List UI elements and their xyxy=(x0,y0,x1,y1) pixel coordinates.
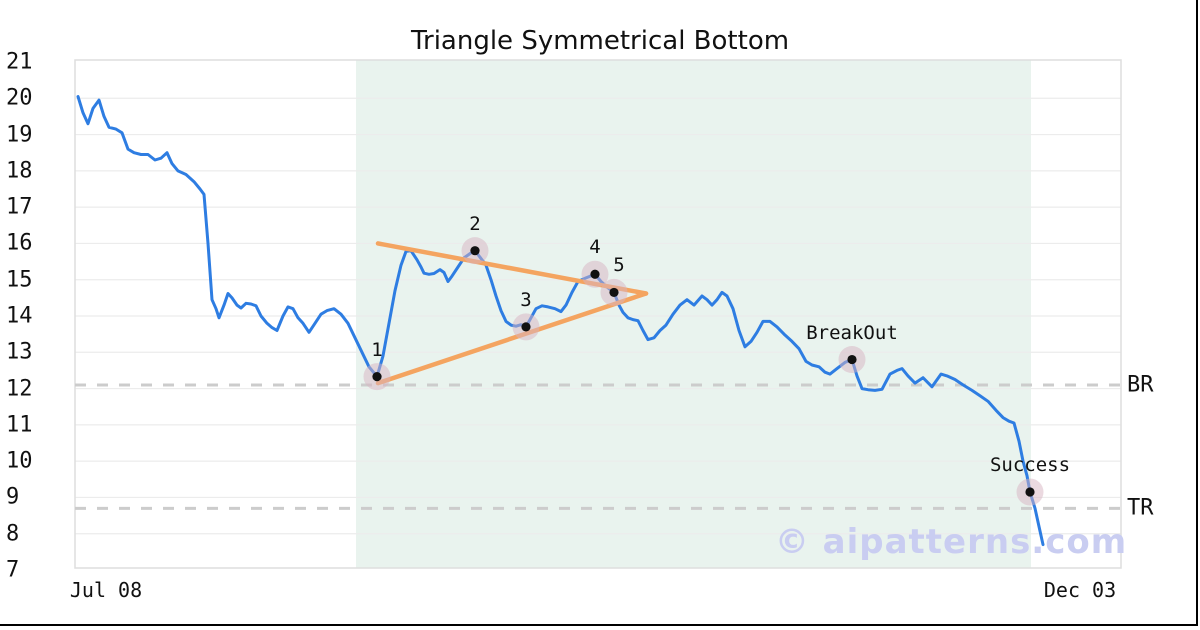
marker-dot-1 xyxy=(372,371,382,382)
y-tick-label-13: 13 xyxy=(6,339,33,365)
image-border-bottom xyxy=(0,624,1198,626)
y-tick-label-16: 16 xyxy=(6,230,33,256)
marker-label-4: 4 xyxy=(589,236,601,259)
trendline-lower xyxy=(375,291,649,386)
level-label-BR: BR xyxy=(1127,372,1154,398)
marker-label-2: 2 xyxy=(469,212,481,235)
y-tick-label-8: 8 xyxy=(6,521,20,547)
pattern-highlight-region xyxy=(356,60,1031,568)
chart-title: Triangle Symmetrical Bottom xyxy=(410,26,790,56)
y-tick-label-21: 21 xyxy=(6,49,33,75)
marker-label-1: 1 xyxy=(371,338,383,361)
marker-label-BreakOut: BreakOut xyxy=(806,321,898,344)
y-tick-label-10: 10 xyxy=(6,448,33,474)
marker-dot-4 xyxy=(590,269,600,279)
marker-label-5: 5 xyxy=(613,254,625,277)
marker-dot-2 xyxy=(470,246,480,256)
y-tick-label-19: 19 xyxy=(6,122,33,148)
y-tick-label-18: 18 xyxy=(6,158,33,184)
y-tick-label-14: 14 xyxy=(6,303,33,329)
y-tick-label-12: 12 xyxy=(6,376,33,402)
y-tick-label-11: 11 xyxy=(6,412,33,438)
x-tick-label-0: Jul 08 xyxy=(69,578,143,602)
level-label-TR: TR xyxy=(1127,495,1154,521)
y-tick-label-7: 7 xyxy=(6,557,20,583)
y-tick-label-9: 9 xyxy=(6,484,20,510)
marker-label-3: 3 xyxy=(520,288,532,311)
y-tick-label-17: 17 xyxy=(6,194,33,220)
marker-dot-Success xyxy=(1025,487,1035,497)
marker-dot-3 xyxy=(521,322,531,332)
y-tick-label-20: 20 xyxy=(6,85,33,111)
marker-dot-BreakOut xyxy=(847,354,857,365)
y-tick-label-15: 15 xyxy=(6,267,33,293)
x-tick-label-1: Dec 03 xyxy=(1043,578,1117,602)
marker-dot-5 xyxy=(609,287,619,298)
plot-frame xyxy=(74,59,1122,569)
image-border-right xyxy=(1196,0,1198,626)
watermark: © aipatterns.com xyxy=(774,522,1128,562)
marker-label-Success: Success xyxy=(989,453,1071,476)
